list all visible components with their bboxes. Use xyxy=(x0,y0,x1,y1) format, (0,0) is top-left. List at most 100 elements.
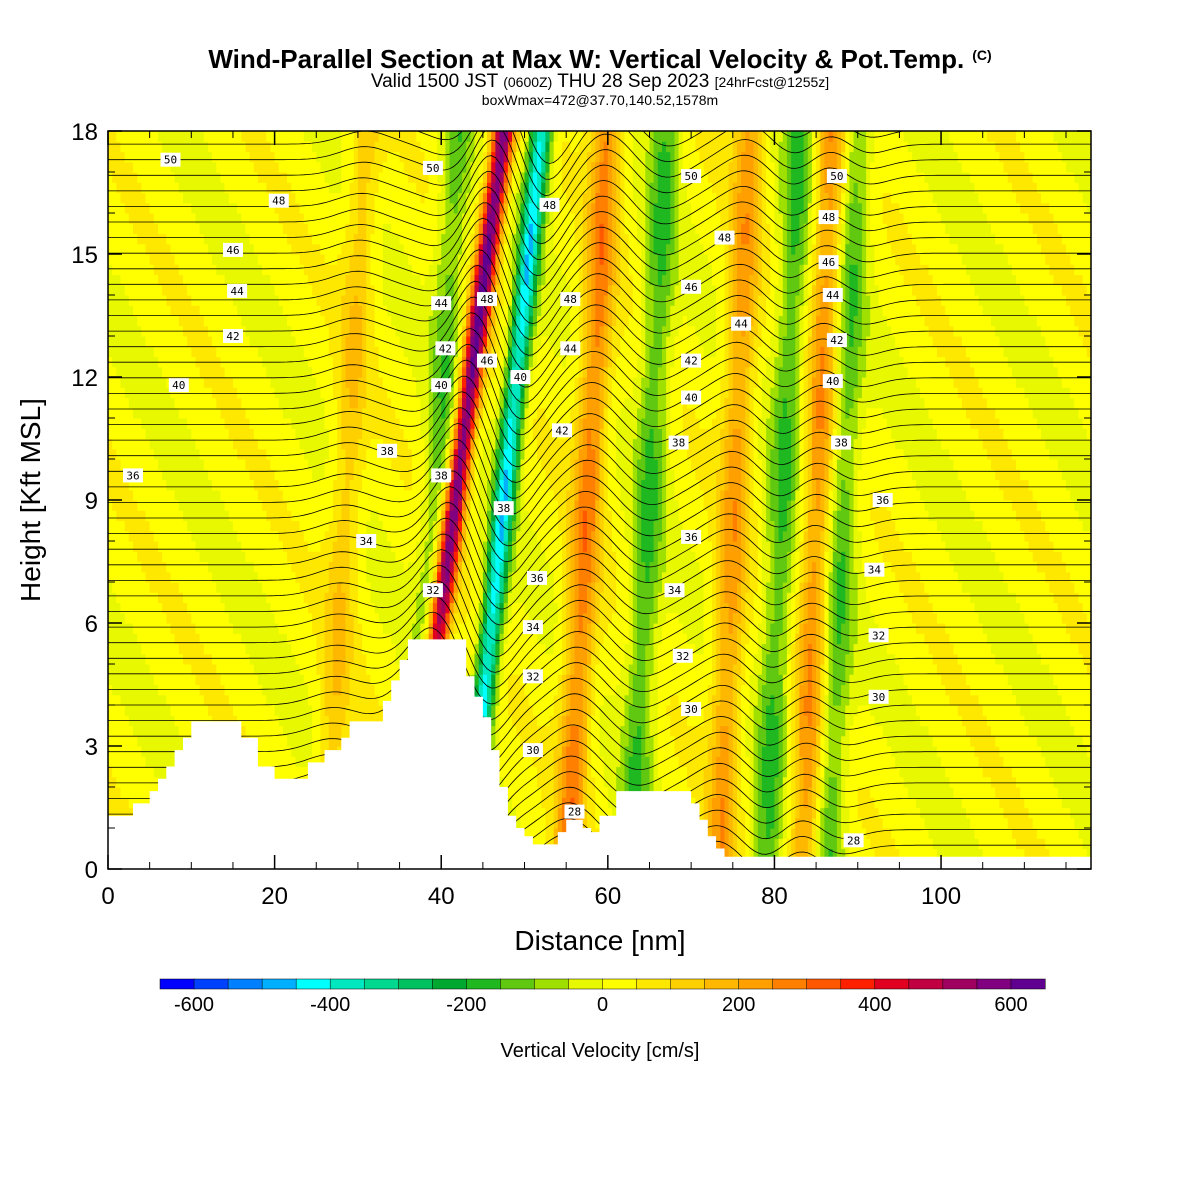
velocity-cell xyxy=(178,694,184,706)
velocity-cell xyxy=(112,459,117,470)
velocity-cell xyxy=(170,366,176,378)
velocity-cell xyxy=(162,766,167,778)
velocity-cell xyxy=(112,428,117,440)
velocity-cell xyxy=(137,264,142,276)
velocity-cell xyxy=(299,387,305,399)
velocity-cell xyxy=(149,295,155,306)
velocity-cell xyxy=(253,366,259,378)
velocity-cell xyxy=(124,489,130,501)
velocity-cell xyxy=(274,653,280,665)
velocity-cell xyxy=(362,407,367,419)
velocity-cell xyxy=(320,571,326,583)
velocity-cell xyxy=(133,500,138,511)
velocity-cell xyxy=(237,151,242,163)
velocity-cell xyxy=(349,694,355,706)
velocity-cell xyxy=(208,653,213,665)
velocity-cell xyxy=(195,274,201,286)
velocity-cell xyxy=(220,141,226,153)
velocity-cell xyxy=(203,674,209,686)
velocity-cell xyxy=(216,346,222,358)
velocity-cell xyxy=(208,541,213,552)
velocity-cell xyxy=(328,520,334,532)
velocity-cell xyxy=(262,397,267,409)
velocity-cell xyxy=(162,725,167,737)
velocity-cell xyxy=(120,520,126,532)
velocity-cell xyxy=(374,623,380,634)
velocity-cell xyxy=(282,643,288,655)
velocity-cell xyxy=(320,223,326,235)
velocity-cell xyxy=(349,633,355,645)
velocity-cell xyxy=(216,295,222,306)
velocity-cell xyxy=(241,510,247,522)
velocity-cell xyxy=(191,161,197,173)
velocity-cell xyxy=(220,459,226,470)
velocity-cell xyxy=(278,151,284,163)
velocity-cell xyxy=(216,612,222,624)
velocity-cell xyxy=(191,551,197,563)
velocity-cell xyxy=(391,366,396,378)
velocity-cell xyxy=(278,418,284,429)
velocity-cell xyxy=(303,633,309,645)
velocity-cell xyxy=(162,397,167,409)
velocity-cell xyxy=(216,377,222,388)
velocity-cell xyxy=(124,510,130,522)
velocity-cell xyxy=(370,397,376,409)
velocity-cell xyxy=(162,366,167,378)
velocity-cell xyxy=(378,674,384,686)
velocity-cell xyxy=(220,664,226,675)
velocity-cell xyxy=(245,377,251,388)
velocity-cell xyxy=(270,674,276,686)
velocity-cell xyxy=(253,530,259,542)
velocity-cell xyxy=(162,305,167,317)
velocity-cell xyxy=(374,305,380,317)
velocity-cell xyxy=(212,448,217,460)
velocity-cell xyxy=(291,479,297,491)
velocity-cell xyxy=(299,438,305,450)
velocity-cell xyxy=(349,202,355,214)
velocity-cell xyxy=(391,182,396,194)
velocity-cell xyxy=(178,428,184,440)
velocity-cell xyxy=(320,192,326,204)
velocity-cell xyxy=(174,561,180,573)
velocity-cell xyxy=(307,295,313,306)
velocity-cell xyxy=(166,243,172,255)
velocity-cell xyxy=(224,653,230,665)
velocity-cell xyxy=(357,479,363,491)
velocity-cell xyxy=(295,407,301,419)
velocity-cell xyxy=(233,694,238,706)
velocity-cell xyxy=(141,182,147,194)
velocity-cell xyxy=(299,131,305,142)
velocity-cell xyxy=(153,141,159,153)
velocity-cell xyxy=(224,233,230,245)
velocity-cell xyxy=(353,418,359,429)
velocity-cell xyxy=(199,397,205,409)
velocity-cell xyxy=(141,705,147,716)
velocity-cell xyxy=(153,151,159,163)
velocity-cell xyxy=(249,541,255,552)
velocity-cell xyxy=(153,674,159,686)
velocity-cell xyxy=(370,325,376,337)
velocity-cell xyxy=(253,448,259,460)
velocity-cell xyxy=(170,489,176,501)
velocity-cell xyxy=(370,418,376,429)
velocity-cell xyxy=(178,397,184,409)
velocity-cell xyxy=(366,643,371,655)
velocity-cell xyxy=(312,387,317,399)
velocity-cell xyxy=(241,582,247,593)
velocity-cell xyxy=(237,387,242,399)
velocity-cell xyxy=(216,643,222,655)
velocity-cell xyxy=(366,705,371,716)
velocity-cell xyxy=(170,612,176,624)
velocity-cell xyxy=(216,459,222,470)
velocity-cell xyxy=(216,387,222,399)
velocity-cell xyxy=(257,664,263,675)
velocity-cell xyxy=(191,418,197,429)
velocity-cell xyxy=(303,561,309,573)
velocity-cell xyxy=(241,387,247,399)
velocity-cell xyxy=(316,684,322,696)
velocity-cell xyxy=(366,684,371,696)
velocity-cell xyxy=(287,582,292,593)
velocity-cell xyxy=(149,233,155,245)
velocity-cell xyxy=(191,510,197,522)
velocity-cell xyxy=(341,438,347,450)
